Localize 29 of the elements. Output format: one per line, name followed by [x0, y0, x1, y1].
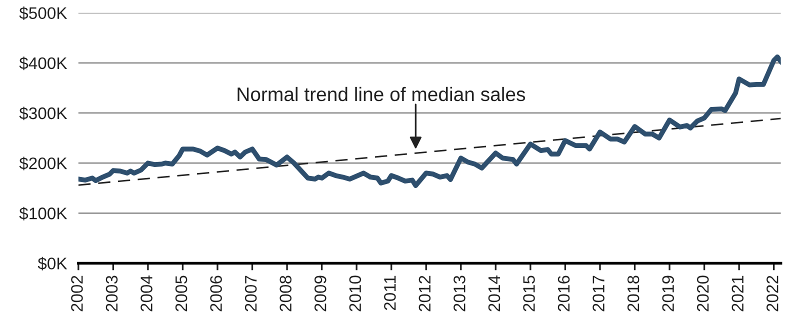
x-tick-label: 2008	[280, 276, 292, 312]
x-tick-label: 2022	[766, 276, 778, 312]
x-tick-label: 2004	[140, 276, 152, 312]
line-series	[78, 54, 781, 188]
x-tick-label: 2012	[418, 276, 431, 312]
x-tick-label: 2016	[558, 276, 570, 312]
y-tick-label: $300K	[19, 106, 68, 120]
annotation: Normal trend line of median sales	[238, 86, 526, 102]
x-tick-label: 2017	[592, 276, 604, 312]
x-tick-label: 2005	[175, 276, 188, 312]
x-tick-label: 2003	[106, 276, 118, 312]
y-tick-label: $400K	[19, 56, 68, 70]
x-tick-label: 2014	[488, 276, 500, 312]
y-tick-label: $0K	[38, 256, 68, 270]
x-tick-label: 2019	[662, 276, 674, 312]
y-tick-label: $500K	[19, 6, 68, 20]
y-tick-label: $200K	[19, 156, 68, 170]
x-tick-label: 2018	[627, 276, 640, 312]
x-tick-label: 2011	[384, 276, 396, 310]
x-tick-label: 2021	[732, 276, 744, 312]
x-tick-label: 2015	[523, 276, 535, 312]
x-tick-label: 2006	[210, 276, 222, 312]
x-tick-label: 2009	[314, 276, 326, 312]
x-tick-label: 2002	[71, 276, 83, 312]
x-tick-label: 2010	[349, 276, 362, 312]
y-tick-label: $100K	[19, 206, 68, 220]
x-tick-label: 2020	[696, 276, 709, 312]
x-tick-label: 2013	[454, 276, 466, 312]
x-tick-label: 2007	[244, 276, 257, 312]
